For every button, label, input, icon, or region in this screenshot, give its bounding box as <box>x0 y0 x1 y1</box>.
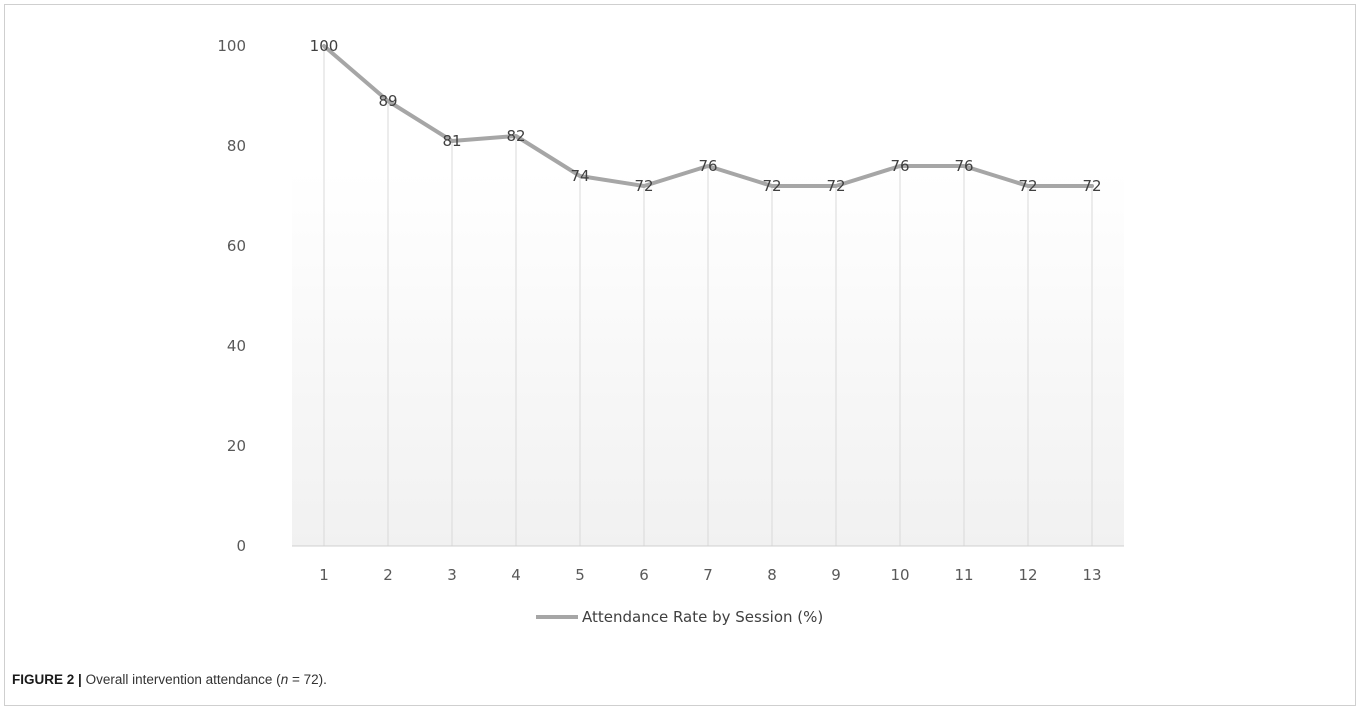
figure-caption: FIGURE 2 | Overall intervention attendan… <box>12 672 327 687</box>
y-tick-label-40: 40 <box>227 337 246 355</box>
data-label-4: 82 <box>506 127 525 145</box>
x-tick-label-8: 8 <box>767 566 777 584</box>
data-label-9: 72 <box>826 177 845 195</box>
legend: Attendance Rate by Session (%) <box>536 608 823 626</box>
data-label-13: 72 <box>1082 177 1101 195</box>
data-label-12: 72 <box>1018 177 1037 195</box>
data-label-10: 76 <box>890 157 909 175</box>
x-tick-label-3: 3 <box>447 566 457 584</box>
x-tick-label-10: 10 <box>890 566 909 584</box>
x-tick-label-11: 11 <box>954 566 973 584</box>
data-label-5: 74 <box>570 167 589 185</box>
x-tick-label-2: 2 <box>383 566 393 584</box>
y-tick-label-0: 0 <box>236 537 246 555</box>
x-tick-label-9: 9 <box>831 566 841 584</box>
data-label-6: 72 <box>634 177 653 195</box>
y-axis: 0 20 40 60 80 100 <box>217 37 246 555</box>
x-tick-label-1: 1 <box>319 566 329 584</box>
data-label-3: 81 <box>442 132 461 150</box>
data-labels: 100 89 81 82 74 72 76 72 72 76 76 72 72 <box>310 37 1102 195</box>
figure-separator: | <box>78 672 82 687</box>
x-tick-label-5: 5 <box>575 566 585 584</box>
series-line-attendance <box>322 44 1094 188</box>
y-tick-label-100: 100 <box>217 37 246 55</box>
y-tick-label-80: 80 <box>227 137 246 155</box>
data-label-1: 100 <box>310 37 339 55</box>
x-tick-label-4: 4 <box>511 566 521 584</box>
x-tick-label-12: 12 <box>1018 566 1037 584</box>
y-tick-label-20: 20 <box>227 437 246 455</box>
figure-label: FIGURE 2 <box>12 672 75 687</box>
x-tick-label-6: 6 <box>639 566 649 584</box>
gridlines <box>323 48 1093 546</box>
caption-n-symbol: n <box>280 672 289 687</box>
caption-text-before: Overall intervention attendance ( <box>81 672 281 687</box>
y-tick-label-60: 60 <box>227 237 246 255</box>
caption-text-after: = 72). <box>288 672 327 687</box>
x-axis: 1 2 3 4 5 6 7 8 9 10 11 12 13 <box>319 566 1101 584</box>
legend-label: Attendance Rate by Session (%) <box>582 608 823 626</box>
data-label-2: 89 <box>378 92 397 110</box>
data-label-11: 76 <box>954 157 973 175</box>
data-label-7: 76 <box>698 157 717 175</box>
x-tick-label-13: 13 <box>1082 566 1101 584</box>
x-tick-label-7: 7 <box>703 566 713 584</box>
data-label-8: 72 <box>762 177 781 195</box>
